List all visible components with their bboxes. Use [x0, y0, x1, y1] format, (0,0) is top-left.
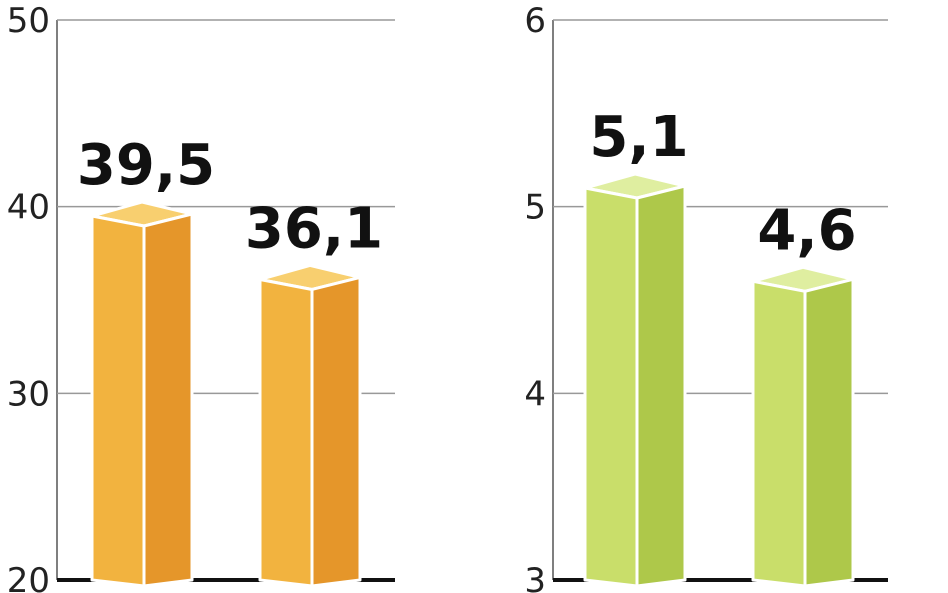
- bar-side-face: [310, 275, 362, 588]
- y-tick-label: 40: [7, 188, 50, 228]
- y-tick-label: 5: [524, 188, 546, 228]
- bar-side-face: [142, 212, 194, 588]
- bar: [258, 263, 362, 588]
- data-label: 36,1: [245, 196, 383, 261]
- chart-panel-left: 20 30 40 50 39,5 36,1: [7, 1, 395, 593]
- y-tick-label: 3: [524, 561, 546, 593]
- bar-side-face: [803, 277, 855, 588]
- bar-front-face: [258, 277, 314, 588]
- y-tick-label: 30: [7, 374, 50, 414]
- bar-front-face: [90, 214, 146, 588]
- y-tick-label: 20: [7, 561, 50, 593]
- data-label: 5,1: [589, 105, 688, 170]
- bar: [583, 172, 687, 588]
- data-label: 39,5: [77, 133, 215, 198]
- bar: [751, 265, 855, 588]
- y-tick-label: 6: [524, 1, 546, 41]
- chart-panel-right: 3 4 5 6 5,1 4,6: [524, 1, 888, 593]
- y-tick-label: 50: [7, 1, 50, 41]
- data-label: 4,6: [757, 198, 856, 263]
- bar-front-face: [583, 186, 639, 588]
- bar-front-face: [751, 279, 807, 588]
- bar-side-face: [635, 184, 687, 588]
- y-tick-label: 4: [524, 374, 546, 414]
- bar: [90, 200, 194, 588]
